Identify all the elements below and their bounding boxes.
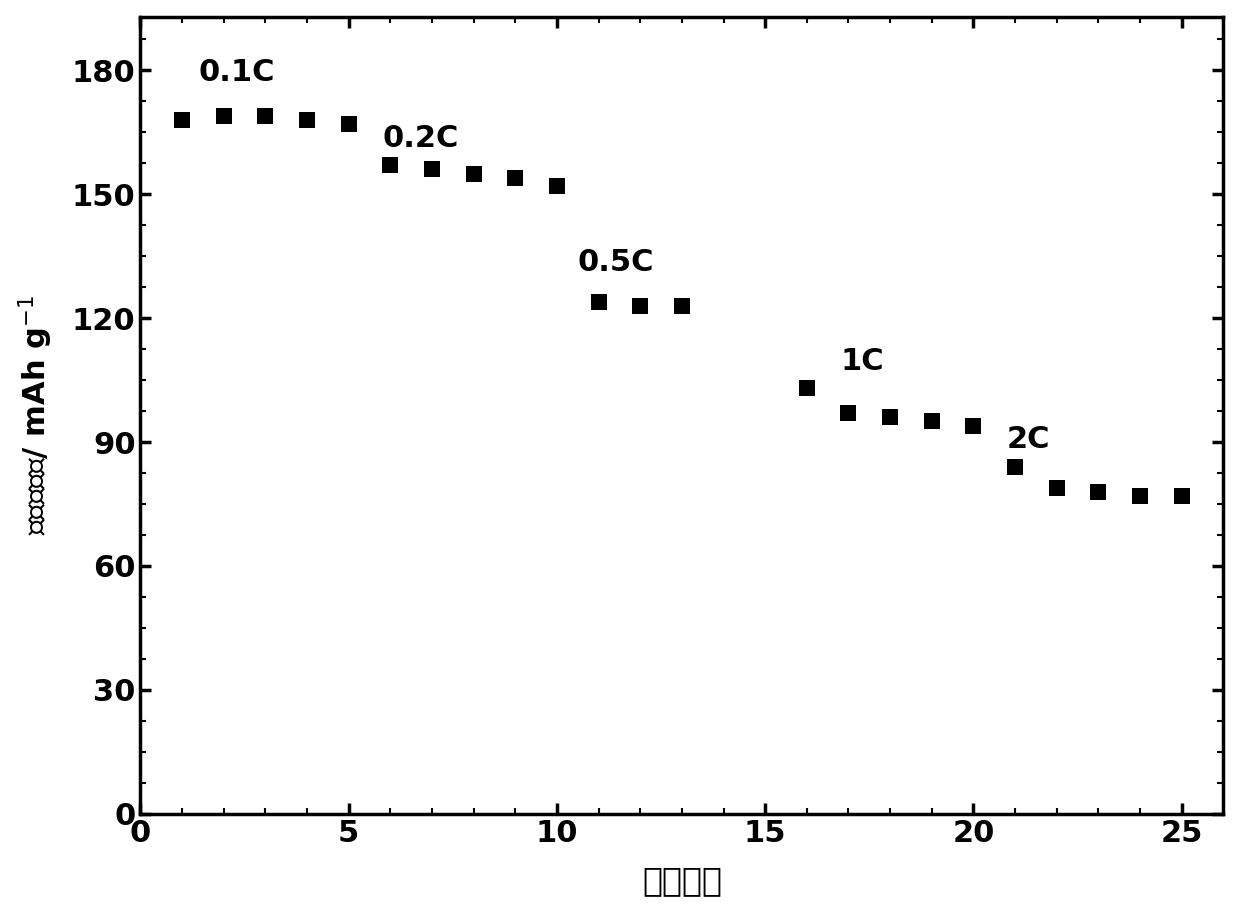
Point xyxy=(213,109,233,123)
Point xyxy=(547,179,567,194)
Text: 2C: 2C xyxy=(1007,426,1050,454)
Point xyxy=(630,299,650,314)
Point xyxy=(880,410,900,425)
Point xyxy=(255,109,275,123)
Point xyxy=(797,381,817,396)
Text: 0.5C: 0.5C xyxy=(578,248,655,277)
Point xyxy=(921,414,941,429)
Point xyxy=(506,170,526,185)
Point xyxy=(464,166,484,181)
Point xyxy=(422,162,441,176)
Point xyxy=(1089,484,1109,499)
Text: 0.1C: 0.1C xyxy=(198,58,275,87)
Y-axis label: 放电比容量/ mAh g$^{-1}$: 放电比容量/ mAh g$^{-1}$ xyxy=(16,295,55,536)
Point xyxy=(298,112,317,127)
Point xyxy=(963,419,983,433)
Text: 1C: 1C xyxy=(841,347,884,376)
Point xyxy=(1006,460,1025,474)
Point xyxy=(589,294,609,309)
Point xyxy=(1130,488,1149,503)
X-axis label: 循环圈数: 循环圈数 xyxy=(642,865,722,898)
Text: 0.2C: 0.2C xyxy=(382,124,459,153)
Point xyxy=(1047,480,1066,494)
Point xyxy=(838,406,858,420)
Point xyxy=(1172,488,1192,503)
Point xyxy=(381,158,401,173)
Point xyxy=(672,299,692,314)
Point xyxy=(172,112,192,127)
Point xyxy=(339,117,358,132)
